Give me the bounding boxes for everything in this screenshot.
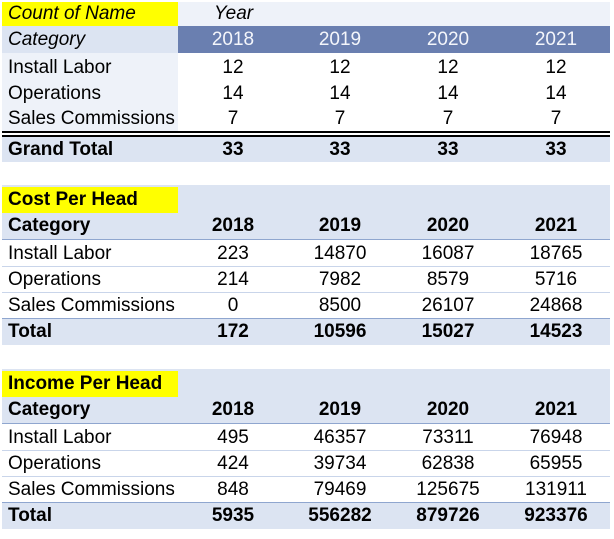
income-row-label[interactable]: Sales Commissions (8, 479, 175, 500)
pivot-row-field-label[interactable]: Category (8, 29, 86, 50)
income-total-cell[interactable]: 5935 (211, 505, 255, 526)
cost-total-rule (2, 318, 610, 319)
pivot-cell[interactable]: 14 (222, 83, 244, 104)
pivot-corner-label[interactable]: Count of Name (2, 2, 178, 26)
cost-body-bg (2, 240, 610, 318)
income-body-bg (2, 424, 610, 502)
cost-row-label[interactable]: Sales Commissions (8, 295, 175, 316)
income-total-label[interactable]: Total (8, 505, 52, 526)
grand-total-cell[interactable]: 33 (437, 139, 459, 160)
pivot-row-labels-bg (2, 53, 178, 131)
income-cell[interactable]: 46357 (313, 427, 367, 448)
grand-total-row-bg (2, 137, 610, 162)
income-cell[interactable]: 131911 (525, 479, 587, 500)
income-year-header[interactable]: 2018 (211, 399, 255, 420)
cost-year-header[interactable]: 2018 (211, 215, 255, 236)
cost-cell[interactable]: 8500 (318, 295, 362, 316)
pivot-year-header[interactable]: 2018 (211, 29, 255, 50)
income-cell[interactable]: 125675 (416, 479, 480, 500)
income-cell[interactable]: 495 (217, 427, 249, 448)
income-header-rule (2, 423, 610, 424)
pivot-year-header[interactable]: 2020 (426, 29, 470, 50)
income-row-label[interactable]: Operations (8, 453, 101, 474)
income-cell[interactable]: 848 (217, 479, 249, 500)
pivot-year-header[interactable]: 2019 (318, 29, 362, 50)
income-total-cell[interactable]: 923376 (524, 505, 588, 526)
pivot-year-band (178, 26, 610, 53)
income-total-rule (2, 502, 610, 503)
cost-cell[interactable]: 14870 (313, 243, 367, 264)
cost-cell[interactable]: 18765 (529, 243, 583, 264)
income-year-header[interactable]: 2021 (534, 399, 578, 420)
income-total-cell[interactable]: 879726 (416, 505, 480, 526)
income-row-rule (2, 450, 610, 451)
income-category-header[interactable]: Category (8, 399, 91, 420)
pivot-cell[interactable]: 14 (437, 83, 459, 104)
pivot-cell[interactable]: 14 (545, 83, 567, 104)
income-cell[interactable]: 79469 (313, 479, 367, 500)
cost-row-label[interactable]: Install Labor (8, 243, 112, 264)
income-year-header[interactable]: 2020 (426, 399, 470, 420)
income-title[interactable]: Income Per Head (2, 371, 178, 397)
pivot-year-header-bg (178, 2, 610, 26)
cost-header-rule (2, 239, 610, 240)
cost-cell[interactable]: 0 (227, 295, 239, 316)
income-cell[interactable]: 62838 (421, 453, 475, 474)
income-row-label[interactable]: Install Labor (8, 427, 112, 448)
grand-total-cell[interactable]: 33 (329, 139, 351, 160)
income-year-header[interactable]: 2019 (318, 399, 362, 420)
income-cell[interactable]: 424 (217, 453, 249, 474)
income-cell[interactable]: 39734 (313, 453, 367, 474)
pivot-year-header[interactable]: 2021 (534, 29, 578, 50)
income-cell[interactable]: 73311 (422, 427, 474, 448)
pivot-cell[interactable]: 7 (334, 108, 346, 129)
cost-cell[interactable]: 24868 (529, 295, 583, 316)
cost-row-rule (2, 292, 610, 293)
pivot-cell[interactable]: 12 (437, 57, 459, 78)
cost-category-header[interactable]: Category (8, 215, 91, 236)
pivot-cell[interactable]: 14 (329, 83, 351, 104)
cost-total-cell[interactable]: 172 (217, 321, 249, 342)
cost-title[interactable]: Cost Per Head (2, 187, 178, 213)
cost-row-label[interactable]: Operations (8, 269, 101, 290)
cost-cell[interactable]: 8579 (426, 269, 470, 290)
grand-total-rule-top (2, 131, 610, 133)
income-cell[interactable]: 65955 (529, 453, 583, 474)
cost-total-cell[interactable]: 14523 (529, 321, 583, 342)
pivot-cell[interactable]: 12 (545, 57, 567, 78)
pivot-cell[interactable]: 12 (329, 57, 351, 78)
grand-total-rule-bottom (2, 135, 610, 137)
cost-total-cell[interactable]: 10596 (313, 321, 367, 342)
pivot-cell[interactable]: 7 (442, 108, 454, 129)
pivot-column-field-label[interactable]: Year (214, 3, 254, 24)
pivot-row-label[interactable]: Sales Commissions (8, 108, 175, 129)
pivot-cell[interactable]: 7 (227, 108, 239, 129)
income-row-rule (2, 476, 610, 477)
grand-total-label[interactable]: Grand Total (8, 139, 114, 160)
cost-cell[interactable]: 214 (217, 269, 249, 290)
cost-year-header[interactable]: 2019 (318, 215, 362, 236)
cost-cell[interactable]: 223 (217, 243, 249, 264)
pivot-row-field-bg (2, 26, 178, 53)
cost-year-header[interactable]: 2020 (426, 215, 470, 236)
cost-cell[interactable]: 5716 (534, 269, 578, 290)
income-cell[interactable]: 76948 (529, 427, 583, 448)
cost-cell[interactable]: 26107 (421, 295, 475, 316)
cost-row-rule (2, 266, 610, 267)
pivot-row-label[interactable]: Operations (8, 83, 101, 104)
cost-total-cell[interactable]: 15027 (421, 321, 475, 342)
cost-year-header[interactable]: 2021 (534, 215, 578, 236)
grand-total-cell[interactable]: 33 (545, 139, 567, 160)
pivot-cell[interactable]: 7 (550, 108, 562, 129)
income-total-cell[interactable]: 556282 (308, 505, 372, 526)
cost-cell[interactable]: 16087 (421, 243, 475, 264)
pivot-row-label[interactable]: Install Labor (8, 57, 112, 78)
grand-total-cell[interactable]: 33 (222, 139, 244, 160)
pivot-cell[interactable]: 12 (222, 57, 244, 78)
cost-total-label[interactable]: Total (8, 321, 52, 342)
cost-cell[interactable]: 7982 (318, 269, 362, 290)
